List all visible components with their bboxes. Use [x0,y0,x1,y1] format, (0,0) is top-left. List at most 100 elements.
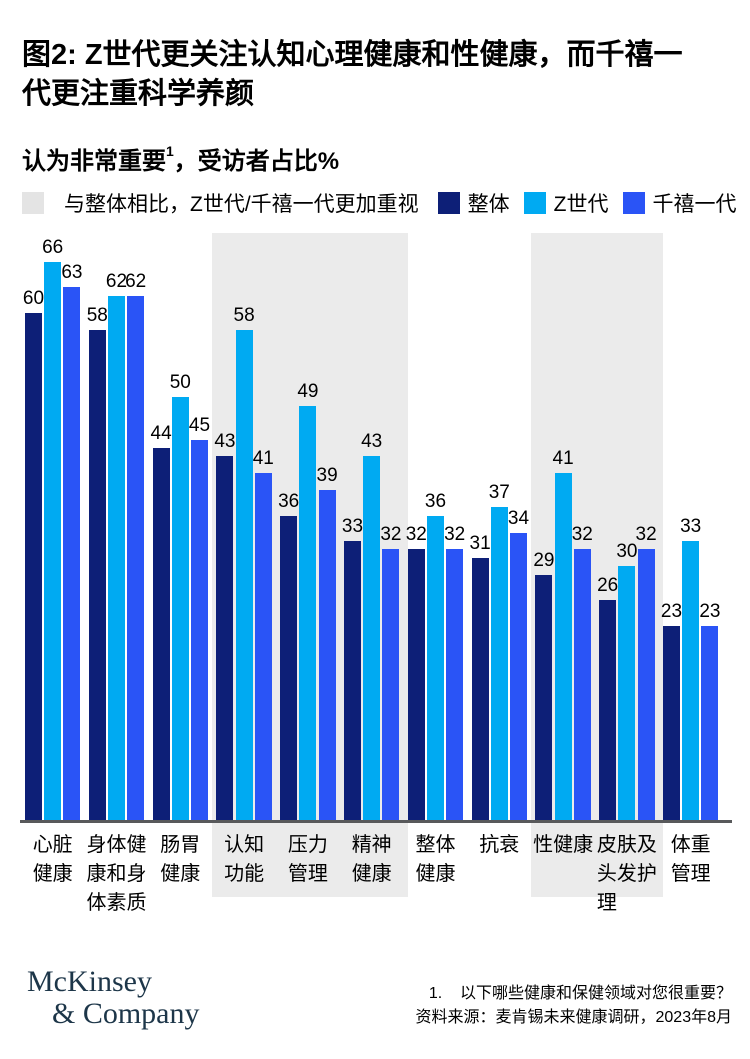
bar-value-label: 29 [533,549,555,571]
bar-s2-g2 [191,439,208,820]
bar-value-label: 44 [150,423,172,444]
bar-s2-g5 [382,549,400,820]
bar-s2-g4 [318,490,336,820]
bar-s1-g0 [44,262,62,820]
bar-value-label: 49 [297,380,319,402]
category-label: 身体健 康和身 体素质 [86,834,147,914]
chart-subtitle: 认为非常重要1，受访者占比% [22,141,339,176]
bar-s1-g7 [490,507,508,820]
bar-value-label: 66 [42,237,64,258]
legend-swatch-millennial [622,192,645,214]
source-line: 资料来源：麦肯锡未来健康调研，2023年8月 [415,1009,733,1026]
subtitle-text: 认为非常重要 [22,148,166,175]
bar-s2-g8 [573,549,591,820]
mckinsey-logo: McKinsey & Company [27,966,200,1030]
category-label: 精神 健康 [351,834,392,885]
bar-s1-g6 [427,515,444,820]
category-label: 肠胃 健康 [160,834,201,885]
bar-s0-g2 [152,448,170,820]
bar-value-label: 58 [86,304,108,326]
bar-value-label: 43 [214,431,236,453]
legend-swatch-overall [437,192,460,214]
bar-value-label: 41 [552,448,574,470]
bar-s1-g5 [363,456,381,820]
logo-line1: McKinsey [27,965,152,998]
bar-value-label: 30 [616,541,638,563]
bar-s2-g1 [127,295,145,820]
bar-s0-g8 [535,574,553,820]
category-label: 压力 管理 [287,834,328,885]
bar-value-label: 32 [571,524,593,546]
bar-value-label: 60 [22,287,45,309]
bar-s1-g4 [299,405,317,820]
bar-value-label: 23 [660,600,683,622]
bar-value-label: 36 [424,490,447,512]
bar-s2-g3 [254,473,272,820]
bar-value-label: 36 [278,490,300,512]
bar-value-label: 34 [507,507,530,529]
bar-s2-g10 [701,625,719,820]
bar-s1-g3 [235,329,253,820]
bar-value-label: 39 [316,465,338,487]
category-label: 性健康 [533,834,594,856]
legend-swatch-genz [523,192,546,214]
bar-s0-g5 [344,541,361,820]
bar-s0-g9 [599,600,617,820]
bar-s0-g10 [663,625,680,820]
x-axis-line [20,820,732,823]
bar-value-label: 45 [188,414,211,436]
bar-value-label: 32 [380,524,402,546]
category-label: 认知 功能 [224,834,265,885]
bar-value-label: 43 [361,431,383,453]
bar-value-label: 50 [169,372,191,394]
bar-s1-g8 [554,473,572,820]
bar-s2-g0 [63,287,81,820]
logo-line2: & Company [52,997,200,1030]
category-label: 心脏 健康 [32,834,73,885]
legend-item-millennial: 千禧一代 [652,193,737,216]
highlight-swatch [22,192,44,214]
bar-s0-g1 [88,329,106,820]
bar-s1-g1 [108,295,125,820]
bar-value-label: 37 [488,482,510,504]
bar-value-label: 58 [233,304,255,326]
bar-s0-g6 [407,549,425,820]
footnotes: 1. 以下哪些健康和保健领域对您很重要？ 资料来源：麦肯锡未来健康调研，2023… [416,982,733,1030]
bar-s2-g7 [510,532,527,820]
highlight-legend-label: 与整体相比，Z世代/千禧一代更加重视 [64,193,419,216]
bar-s1-g10 [682,541,700,820]
bar-s1-g2 [171,397,189,820]
category-label: 抗衰 [479,834,520,856]
category-label: 体重 管理 [670,834,711,885]
bar-s2-g9 [637,549,655,820]
bar-value-label: 31 [469,532,491,554]
bar-value-label: 63 [61,262,83,284]
bar-value-label: 32 [444,524,466,546]
bar-value-label: 33 [680,516,702,537]
category-label: 皮肤及 头发护 理 [596,834,657,914]
footnote-marker: 1 [166,143,174,159]
page-title: 图2: Z世代更关注认知心理健康和性健康，而千禧一 代更注重科学养颜 [22,39,683,110]
bar-value-label: 62 [105,270,128,292]
bar-value-label: 62 [125,270,147,292]
bar-s0-g7 [471,557,489,820]
chart-legend: 与整体相比，Z世代/千禧一代更加重视 整体 Z世代 千禧一代 [22,188,745,218]
category-label: 整体 健康 [415,834,456,885]
bar-value-label: 41 [252,448,274,470]
subtitle-unit: ，受访者占比% [173,148,340,175]
bar-value-label: 32 [635,524,657,546]
bar-s2-g6 [446,549,464,820]
bar-value-label: 23 [699,600,721,622]
bar-value-label: 32 [405,524,427,546]
legend-item-overall: 整体 [467,193,510,216]
footnote-question: 1. 以下哪些健康和保健领域对您很重要？ [428,985,732,1002]
bar-s1-g9 [618,566,636,820]
bar-s0-g0 [25,312,42,820]
bar-s0-g4 [280,515,298,820]
bar-s0-g3 [216,456,234,820]
bar-chart: 60 58 44 43 36 33 32 31 29 26 23 66 62 50 58 49 43 36 37 41… [20,233,732,914]
legend-item-genz: Z世代 [553,193,609,216]
bar-value-label: 33 [341,516,364,537]
bar-value-label: 26 [597,575,619,597]
